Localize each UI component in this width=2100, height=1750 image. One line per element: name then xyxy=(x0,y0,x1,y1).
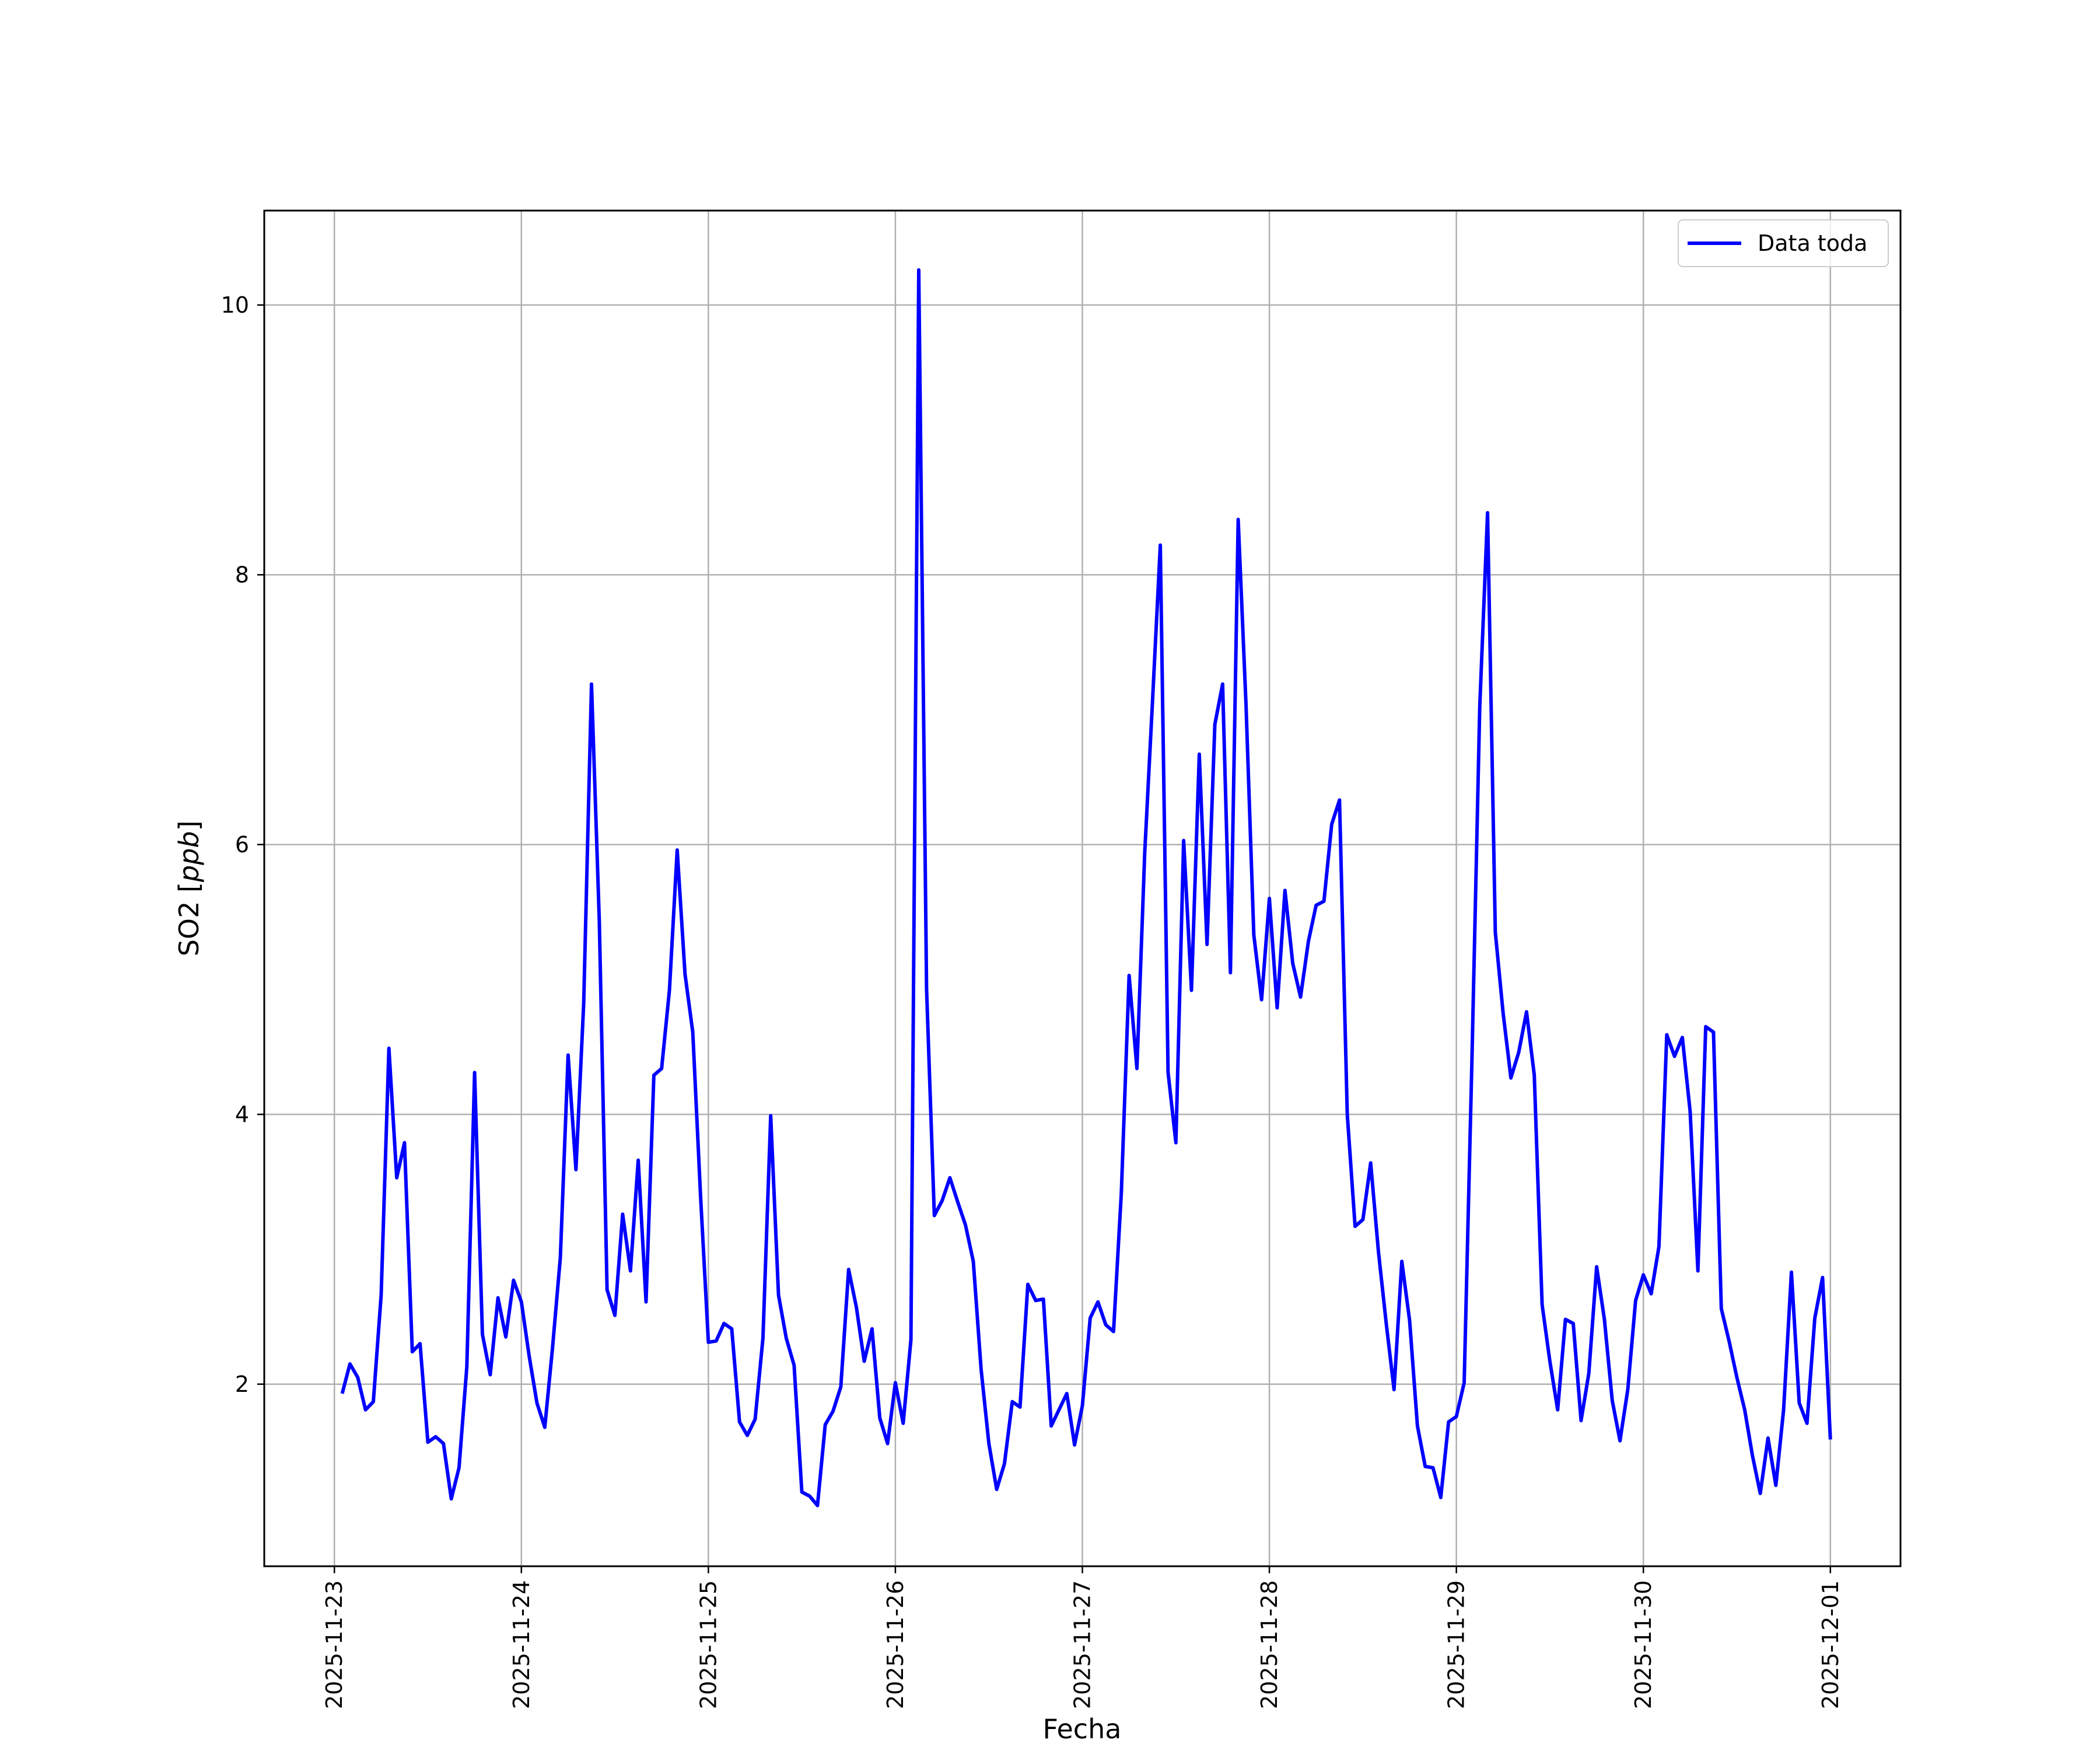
x-tick-label-6: 2025-11-29 xyxy=(1444,1580,1469,1709)
data-layer xyxy=(340,268,1832,1507)
x-tick-label-4: 2025-11-27 xyxy=(1070,1580,1096,1709)
series-line-0 xyxy=(340,268,1832,1507)
x-tick-label-1: 2025-11-24 xyxy=(509,1580,534,1709)
y-axis-label-name: SO2 xyxy=(173,901,205,957)
x-tick-label-3: 2025-11-26 xyxy=(883,1580,908,1709)
ticks-layer: 2025-11-23 2025-11-24 2025-11-25 2025-11-26… xyxy=(221,292,1843,1709)
legend-box xyxy=(1678,219,1889,267)
legend-label-data-toda: Data toda xyxy=(1758,230,1867,256)
y-axis-label-unit-open: [ xyxy=(173,882,205,901)
x-axis-label: Fecha xyxy=(1043,1713,1122,1745)
y-tick-label-3: 8 xyxy=(235,562,249,587)
y-tick-label-0: 2 xyxy=(235,1371,249,1397)
x-tick-label-5: 2025-11-28 xyxy=(1256,1580,1282,1709)
y-axis-label-unit: ppb xyxy=(173,831,205,883)
x-tick-label-8: 2025-12-01 xyxy=(1818,1580,1843,1709)
x-tick-label-7: 2025-11-30 xyxy=(1630,1580,1656,1709)
x-tick-label-2: 2025-11-25 xyxy=(695,1580,721,1709)
x-tick-label-0: 2025-11-23 xyxy=(321,1580,347,1709)
y-tick-label-4: 10 xyxy=(221,292,249,318)
y-axis-label-unit-close: ] xyxy=(173,821,205,831)
y-tick-label-1: 4 xyxy=(235,1101,249,1127)
legend: Data toda xyxy=(1678,219,1889,267)
y-axis-label: SO2 [ppb] xyxy=(173,821,205,957)
y-tick-label-2: 6 xyxy=(235,832,249,858)
